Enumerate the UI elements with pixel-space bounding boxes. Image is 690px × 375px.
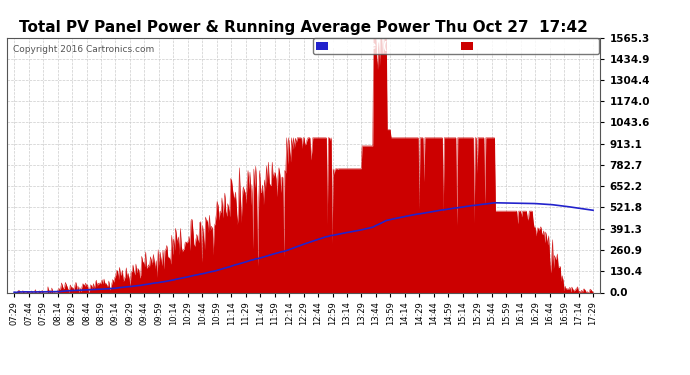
Text: Copyright 2016 Cartronics.com: Copyright 2016 Cartronics.com: [13, 45, 154, 54]
Title: Total PV Panel Power & Running Average Power Thu Oct 27  17:42: Total PV Panel Power & Running Average P…: [19, 20, 588, 35]
Legend: Average  (DC Watts), PV Panels  (DC Watts): Average (DC Watts), PV Panels (DC Watts): [313, 39, 600, 54]
